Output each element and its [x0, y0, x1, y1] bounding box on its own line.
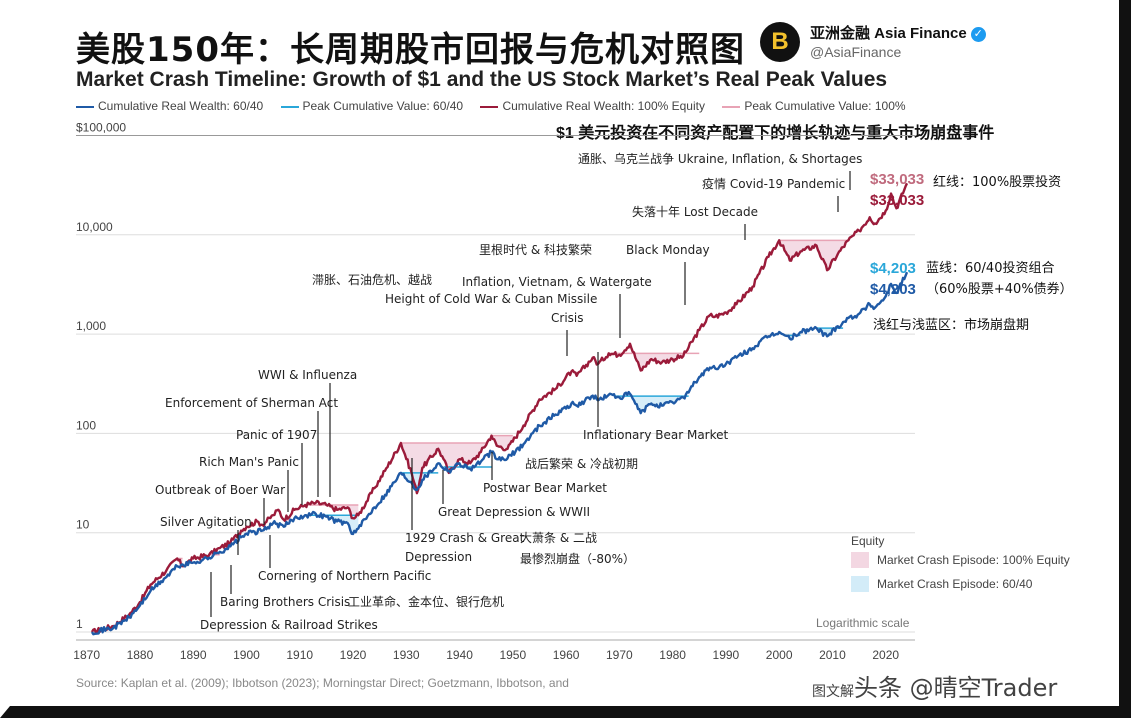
watermark: 图文解头条 @晴空Trader — [812, 668, 1057, 703]
event-annotation: 大萧条 & 二战 — [520, 531, 597, 545]
event-annotation: Enforcement of Sherman Act — [165, 396, 338, 410]
event-annotation: Black Monday — [626, 243, 710, 257]
x-tick-label: 1900 — [233, 648, 260, 662]
legend-item-equity: Cumulative Real Wealth: 100% Equity — [480, 99, 705, 113]
y-tick-label: 1,000 — [76, 319, 106, 333]
crash-episode-shading — [400, 443, 487, 490]
crash-period-note: 浅红与浅蓝区：市场崩盘期 — [873, 317, 1029, 333]
x-tick-label: 1980 — [659, 648, 686, 662]
y-tick-label: 1 — [76, 617, 83, 631]
event-annotation: Baring Brothers Crisis — [220, 595, 350, 609]
legend-label: Cumulative Real Wealth: 100% Equity — [502, 99, 705, 113]
crash-legend-swatch — [851, 552, 869, 568]
english-title: Market Crash Timeline: Growth of $1 and … — [76, 68, 888, 91]
event-annotation: 1929 Crash & Great — [405, 531, 525, 545]
x-tick-label: 1960 — [553, 648, 580, 662]
event-annotation: 滞胀、石油危机、越战 — [312, 273, 432, 287]
crash-episode-shading — [305, 515, 359, 535]
y-tick-label: $100,000 — [76, 121, 126, 135]
crash-episode-shading — [816, 328, 844, 337]
event-annotation: 失落十年 Lost Decade — [632, 204, 758, 219]
event-annotation: 工业革命、金本位、银行危机 — [348, 594, 504, 609]
event-annotation: Depression — [405, 550, 472, 564]
watermark-text: 头条 @晴空Trader — [854, 674, 1058, 702]
chinese-title: 美股150年：长周期股市回报与危机对照图 — [76, 30, 745, 70]
event-annotation: 最惨烈崩盘（-80%） — [520, 551, 635, 566]
event-annotation: Depression & Railroad Strikes — [200, 618, 378, 632]
x-tick-label: 1930 — [393, 648, 420, 662]
equity-peak-value-label: $33,033 — [870, 171, 924, 188]
event-annotation: Crisis — [551, 311, 583, 325]
event-annotation: Cornering of Northern Pacific — [258, 569, 431, 583]
event-annotation: Postwar Bear Market — [483, 481, 607, 495]
series-line-6040 — [90, 271, 909, 636]
event-annotation: Great Depression & WWII — [438, 505, 590, 519]
series-line-equity — [90, 182, 909, 635]
x-tick-label: 2010 — [819, 648, 846, 662]
x-tick-label: 1920 — [340, 648, 367, 662]
legend-label: Peak Cumulative Value: 100% — [744, 99, 906, 113]
event-annotation: WWI & Influenza — [258, 368, 357, 382]
event-annotation: Panic of 1907 — [236, 428, 317, 442]
legend-swatch — [280, 105, 299, 108]
balanced-note: 蓝线：60/40投资组合 — [926, 260, 1054, 276]
x-tick-label: 1910 — [286, 648, 313, 662]
x-tick-label: 1970 — [606, 648, 633, 662]
event-annotation: Rich Man's Panic — [199, 455, 299, 469]
x-tick-label: 1870 — [73, 648, 100, 662]
chart-subtitle: $1 美元投资在不同资产配置下的增长轨迹与重大市场崩盘事件 — [556, 125, 995, 142]
event-annotation: Silver Agitation — [160, 515, 252, 529]
crash-legend-label: Market Crash Episode: 100% Equity — [877, 553, 1070, 567]
balanced-end-value-label: $4,203 — [870, 281, 916, 298]
y-tick-label: 100 — [76, 418, 96, 432]
log-scale-note: Logarithmic scale — [816, 616, 910, 630]
equity-end-value-label: $33,033 — [870, 192, 924, 209]
event-annotation: Height of Cold War & Cuban Missile — [385, 292, 597, 306]
balanced-note-2: （60%股票+40%债券） — [926, 281, 1073, 297]
y-tick-label: 10,000 — [76, 220, 113, 234]
legend-swatch — [722, 105, 741, 108]
event-annotation: 战后繁荣 & 冷战初期 — [525, 456, 638, 471]
x-tick-label: 1890 — [180, 648, 207, 662]
legend-swatch — [76, 105, 94, 108]
event-annotation: Inflation, Vietnam, & Watergate — [462, 275, 652, 289]
brand-handle[interactable]: @AsiaFinance — [810, 44, 902, 60]
x-tick-label: 1950 — [499, 648, 526, 662]
event-annotation: Inflationary Bear Market — [583, 428, 729, 442]
brand-name[interactable]: 亚洲金融 Asia Finance ✓ — [810, 22, 986, 43]
legend-swatch — [480, 105, 499, 108]
crash-legend-label: Market Crash Episode: 60/40 — [877, 577, 1033, 591]
event-annotation: 里根时代 & 科技繁荣 — [479, 242, 592, 257]
legend-label: Peak Cumulative Value: 60/40 — [302, 99, 464, 113]
x-tick-label: 2020 — [872, 648, 899, 662]
brand-name-text: 亚洲金融 Asia Finance — [810, 25, 967, 42]
equity-note: 红线：100%股票投资 — [933, 174, 1061, 190]
event-annotation: 疫情 Covid-19 Pandemic — [702, 176, 845, 191]
balanced-peak-value-label: $4,203 — [870, 260, 916, 277]
source-note: Source: Kaplan et al. (2009); Ibbotson (… — [76, 676, 569, 690]
crash-legend-swatch — [851, 576, 869, 592]
legend-item-6040-peak: Peak Cumulative Value: 60/40 — [280, 99, 464, 113]
x-tick-label: 1990 — [713, 648, 740, 662]
legend-item-6040: Cumulative Real Wealth: 60/40 — [76, 99, 263, 113]
legend-item-equity-peak: Peak Cumulative Value: 100% — [722, 99, 906, 113]
x-tick-label: 2000 — [766, 648, 793, 662]
event-annotation: Outbreak of Boer War — [155, 483, 285, 497]
series-legend: Cumulative Real Wealth: 60/40 Peak Cumul… — [76, 99, 920, 113]
event-annotation: 通胀、乌克兰战争 Ukraine, Inflation, & Shortages — [578, 151, 862, 166]
verified-check-icon: ✓ — [970, 27, 986, 42]
legend-label: Cumulative Real Wealth: 60/40 — [98, 99, 264, 113]
x-tick-label: 1880 — [127, 648, 154, 662]
watermark-prefix: 图文解 — [812, 684, 854, 700]
crash-legend-title: Equity — [851, 534, 884, 548]
x-tick-label: 1940 — [446, 648, 473, 662]
brand-logo-icon[interactable]: B — [760, 22, 800, 62]
y-tick-label: 10 — [76, 518, 90, 532]
